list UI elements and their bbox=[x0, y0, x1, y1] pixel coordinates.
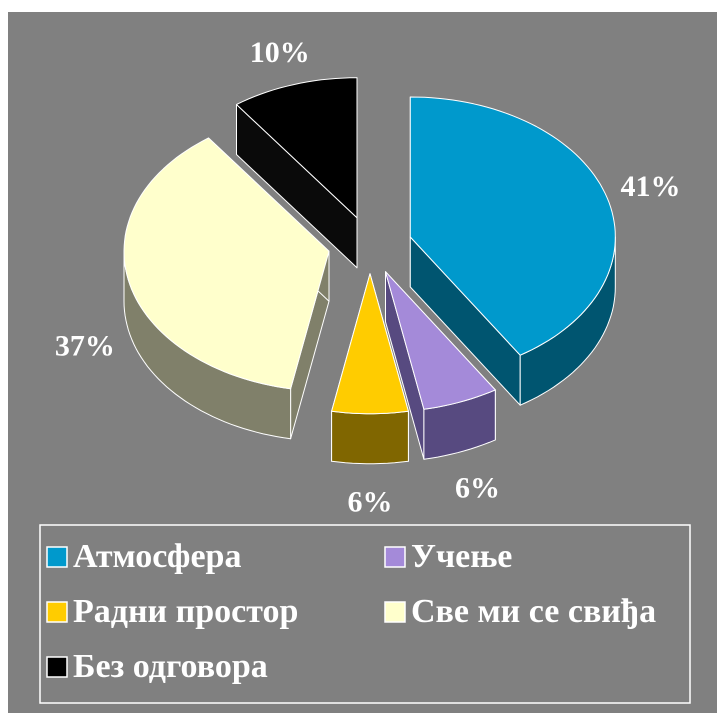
pie bbox=[123, 77, 616, 465]
legend-label: Учење bbox=[411, 538, 512, 575]
legend-swatch bbox=[46, 656, 68, 678]
legend-label: Све ми се свиђа bbox=[411, 593, 656, 630]
slice bbox=[385, 271, 496, 410]
legend-swatch bbox=[384, 601, 406, 623]
data-label: 41% bbox=[621, 170, 681, 203]
slice bbox=[331, 273, 409, 415]
slice bbox=[409, 96, 616, 356]
legend-label: Без одговора bbox=[73, 648, 268, 685]
legend-box bbox=[39, 524, 691, 704]
data-label: 6% bbox=[348, 485, 393, 518]
data-label: 37% bbox=[55, 329, 115, 362]
legend-swatch bbox=[46, 601, 68, 623]
legend-swatch bbox=[46, 546, 68, 568]
data-label: 6% bbox=[455, 471, 500, 504]
slice bbox=[236, 77, 358, 219]
data-label: 10% bbox=[250, 36, 310, 69]
legend-label: Радни простор bbox=[73, 593, 298, 630]
slice bbox=[123, 137, 330, 390]
legend-label: Атмосфера bbox=[73, 538, 241, 575]
legend-swatch bbox=[384, 546, 406, 568]
slice-side bbox=[331, 410, 409, 465]
